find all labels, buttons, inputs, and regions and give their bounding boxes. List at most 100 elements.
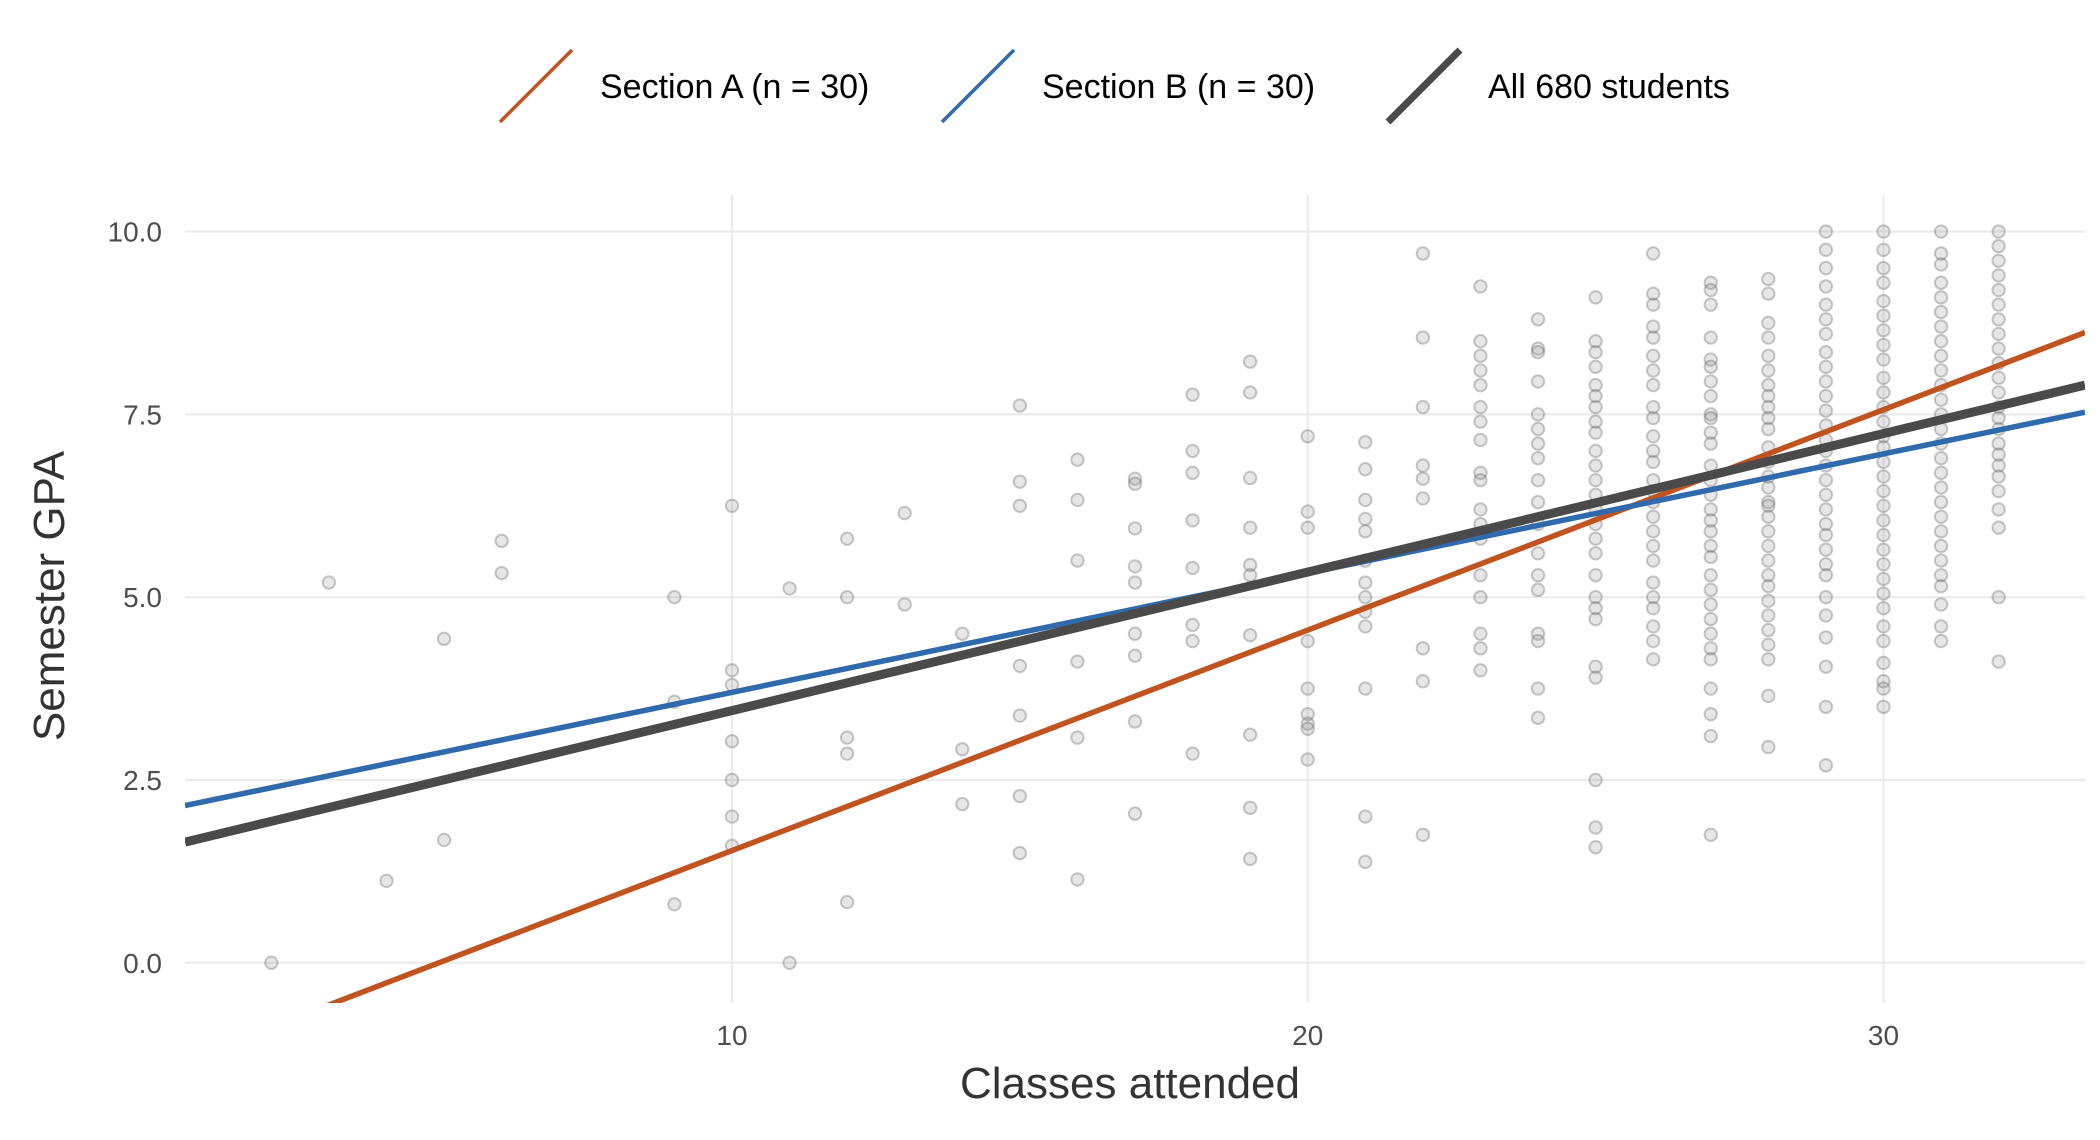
data-point	[839, 589, 855, 605]
data-point	[1358, 681, 1373, 696]
data-point	[1991, 520, 2006, 535]
data-point	[1818, 758, 1834, 773]
data-point	[1300, 706, 1315, 722]
legend-swatch	[498, 48, 574, 124]
data-point	[1818, 326, 1834, 342]
data-point	[1588, 589, 1603, 605]
data-point	[1012, 474, 1028, 489]
data-point	[1358, 619, 1373, 634]
data-point	[1473, 377, 1488, 393]
data-point	[1070, 553, 1085, 568]
data-point	[1645, 509, 1661, 524]
data-point	[1703, 611, 1718, 627]
data-point	[1530, 421, 1546, 437]
data-point	[1185, 465, 1200, 481]
data-point	[1242, 568, 1258, 583]
data-point	[1300, 721, 1315, 736]
data-point	[1876, 260, 1891, 276]
data-point	[1876, 414, 1891, 429]
data-point	[667, 897, 682, 912]
data-point	[1876, 224, 1891, 239]
data-point	[1933, 363, 1949, 378]
trend-line-section-b	[185, 409, 2085, 809]
data-point	[1415, 491, 1431, 506]
data-point	[1703, 582, 1718, 598]
data-point	[1358, 809, 1373, 824]
data-point	[1933, 509, 1949, 524]
data-point	[1933, 319, 1949, 334]
data-point	[1933, 392, 1949, 407]
data-point	[1933, 224, 1949, 239]
data-point	[1588, 840, 1603, 855]
trend-lines	[185, 329, 2085, 1003]
data-point	[1645, 443, 1661, 459]
data-point	[1703, 626, 1718, 641]
data-point	[264, 955, 279, 970]
data-point	[724, 734, 740, 749]
data-point	[1127, 806, 1143, 821]
data-point	[1876, 619, 1891, 634]
data-point	[1530, 626, 1546, 641]
data-point	[1530, 681, 1546, 696]
data-point	[1242, 851, 1258, 867]
data-point	[1876, 275, 1891, 290]
data-point	[1588, 414, 1603, 429]
data-point	[1588, 568, 1603, 583]
data-point	[1473, 568, 1488, 583]
data-point	[1473, 399, 1488, 415]
data-point	[1070, 872, 1085, 887]
data-point	[1761, 410, 1776, 426]
data-point	[1818, 608, 1834, 623]
data-point	[724, 772, 740, 788]
data-point	[1818, 527, 1834, 543]
data-point	[1070, 452, 1085, 467]
data-point	[1588, 399, 1603, 415]
data-point	[1818, 487, 1834, 503]
data-point	[1818, 699, 1834, 715]
legend-swatch	[940, 48, 1016, 124]
data-point	[1933, 465, 1949, 481]
data-point	[1645, 319, 1661, 334]
data-point	[1185, 513, 1200, 528]
data-point	[1070, 492, 1085, 508]
y-tick-label: 2.5	[123, 765, 162, 796]
data-point	[1645, 429, 1661, 444]
data-point	[1933, 480, 1949, 495]
y-tick-label: 5.0	[123, 582, 162, 613]
data-point	[1991, 326, 2006, 342]
data-point	[1761, 388, 1776, 404]
data-point	[1761, 622, 1776, 638]
data-point	[1645, 538, 1661, 554]
data-point	[1645, 363, 1661, 378]
data-point	[436, 631, 452, 647]
data-point	[1530, 568, 1546, 583]
data-point	[1473, 334, 1488, 349]
data-point	[1703, 436, 1718, 451]
data-point	[1761, 568, 1776, 583]
data-point	[1818, 659, 1834, 674]
data-point	[1818, 388, 1834, 404]
data-point	[1876, 699, 1891, 715]
data-point	[1645, 330, 1661, 345]
data-point	[1530, 407, 1546, 422]
data-point	[1703, 681, 1718, 696]
data-point	[1530, 341, 1546, 356]
data-point	[1933, 597, 1949, 612]
data-point	[1703, 359, 1718, 375]
data-point	[1818, 279, 1834, 294]
data-point	[1473, 348, 1488, 364]
x-axis-ticks: 10 20 30	[716, 1020, 1899, 1051]
data-point	[955, 742, 970, 757]
data-point	[1703, 275, 1718, 290]
data-point	[1818, 630, 1834, 645]
data-point	[1588, 670, 1603, 685]
data-point	[1300, 681, 1315, 696]
data-point	[379, 873, 394, 889]
data-point	[1761, 480, 1776, 495]
data-point	[1876, 385, 1891, 400]
data-point	[724, 498, 740, 513]
data-point	[1645, 377, 1661, 393]
data-point	[1645, 399, 1661, 415]
data-point	[1358, 854, 1373, 870]
